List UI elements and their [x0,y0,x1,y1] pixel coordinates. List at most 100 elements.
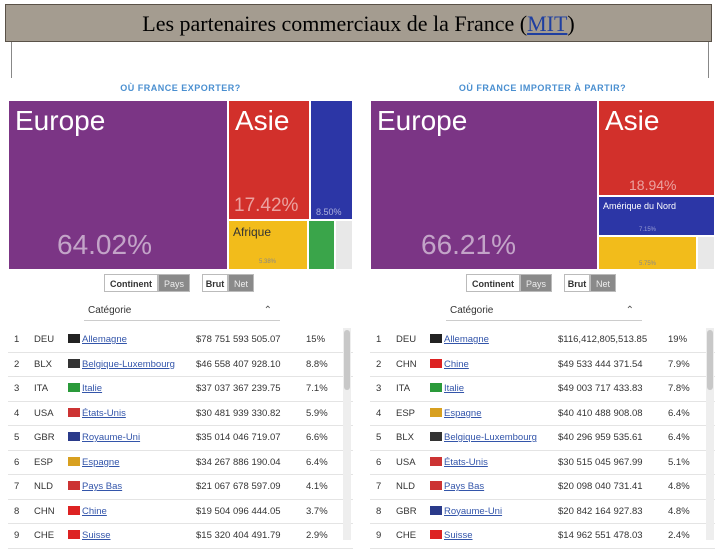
import-scrollbar[interactable] [706,328,714,540]
tile-north-america[interactable]: 8.50% [310,100,353,220]
trade-value-cell: $78 751 593 505.07 [196,334,281,345]
mit-link[interactable]: MIT [527,11,568,36]
country-name-link[interactable]: Suisse [82,530,111,541]
divider [708,42,709,78]
table-row[interactable]: 7 NLD Pays Bas $21 067 678 597.09 4.1% [8,475,353,500]
continent-toggle[interactable]: Continent [104,274,158,292]
country-name-link[interactable]: Belgique-Luxembourg [82,358,175,370]
country-name-link[interactable]: Chine [444,358,469,370]
table-row[interactable]: 9 CHE Suisse $14 962 551 478.03 2.4% [370,524,715,549]
trade-value-cell: $35 014 046 719.07 [196,432,281,443]
export-scrollbar[interactable] [343,328,351,540]
rank-cell: 1 [14,334,20,345]
share-cell: 2.9% [306,530,328,541]
tile-africa[interactable]: Afrique 5.38% [228,220,308,270]
share-cell: 2.4% [668,530,690,541]
country-code-cell: GBR [34,432,55,443]
rank-cell: 8 [14,505,20,517]
scroll-thumb[interactable] [707,330,713,390]
table-row[interactable]: 8 CHN Chine $19 504 096 444.05 3.7% [8,500,353,524]
table-row[interactable]: 8 GBR Royaume-Uni $20 842 164 927.83 4.8% [370,500,715,524]
country-name-link[interactable]: Italie [82,383,103,394]
tile-oceania[interactable] [697,236,715,270]
category-select[interactable]: Catégorie ⌃ [446,301,642,321]
trade-value-cell: $46 558 407 928.10 [196,358,281,370]
trade-value-cell: $14 962 551 478.03 [558,530,643,541]
country-name-link[interactable]: Belgique-Luxembourg [444,432,537,443]
tile-asia[interactable]: Asie 17.42% [228,100,310,220]
share-cell: 6.6% [306,432,328,443]
table-row[interactable]: 1 DEU Allemagne $78 751 593 505.07 15% [8,328,353,353]
tile-europe[interactable]: Europe 66.21% [370,100,598,270]
table-row[interactable]: 5 GBR Royaume-Uni $35 014 046 719.07 6.6% [8,426,353,451]
country-name-link[interactable]: Pays Bas [82,481,123,492]
table-row[interactable]: 5 BLX Belgique-Luxembourg $40 296 959 535.6… [370,426,715,451]
table-row[interactable]: 6 ESP Espagne $34 267 886 190.04 6.4% [8,451,353,475]
country-code-cell: NLD [34,481,54,492]
pays-toggle[interactable]: Pays [158,274,190,292]
share-cell: 4.8% [668,481,690,492]
trade-value-cell: $20 842 164 927.83 [558,505,643,517]
rank-cell: 6 [376,456,382,468]
country-code-cell: USA [396,456,416,468]
category-select[interactable]: Catégorie ⌃ [84,301,280,321]
flag-icon [430,456,442,466]
country-name-link[interactable]: Suisse [444,530,473,541]
tile-oceania[interactable] [335,220,353,270]
table-row[interactable]: 9 CHE Suisse $15 320 404 491.79 2.9% [8,524,353,549]
country-name-link[interactable]: États-Unis [82,407,126,419]
rank-cell: 9 [14,530,20,541]
tile-south-america[interactable] [308,220,335,270]
flag-icon [68,432,80,441]
table-row[interactable]: 1 DEU Allemagne $116,412,805,513.85 19% [370,328,715,353]
export-treemap: Europe 64.02% Asie 17.42% 8.50% Afrique … [8,100,353,270]
country-code-cell: NLD [396,481,416,492]
table-row[interactable]: 4 ESP Espagne $40 410 488 908.08 6.4% [370,402,715,426]
country-code-cell: ITA [396,383,411,394]
country-name-link[interactable]: Allemagne [82,334,127,345]
trade-value-cell: $49 533 444 371.54 [558,358,643,370]
export-panel: OÙ FRANCE EXPORTER? Europe 64.02% Asie 1… [8,78,353,549]
table-row[interactable]: 6 USA États-Unis $30 515 045 967.99 5.1% [370,451,715,475]
tile-europe[interactable]: Europe 64.02% [8,100,228,270]
flag-icon [68,358,80,368]
country-name-link[interactable]: Italie [444,383,465,394]
share-cell: 6.4% [668,432,690,443]
country-name-link[interactable]: Chine [82,505,107,517]
brut-toggle[interactable]: Brut [564,274,590,292]
rank-cell: 2 [14,358,20,370]
country-code-cell: CHE [396,530,417,541]
flag-icon [430,505,442,515]
flag-icon [430,432,442,441]
country-name-link[interactable]: Allemagne [444,334,489,345]
net-toggle[interactable]: Net [590,274,616,292]
table-row[interactable]: 3 ITA Italie $49 003 717 433.83 7.8% [370,377,715,402]
table-row[interactable]: 3 ITA Italie $37 037 367 239.75 7.1% [8,377,353,402]
rank-cell: 7 [376,481,382,492]
net-toggle[interactable]: Net [228,274,254,292]
country-name-link[interactable]: Pays Bas [444,481,485,492]
country-name-link[interactable]: Royaume-Uni [82,432,141,443]
flag-icon [68,456,80,466]
country-name-link[interactable]: Royaume-Uni [444,505,503,517]
share-cell: 7.1% [306,383,328,394]
tile-asia[interactable]: Asie 18.94% [598,100,715,196]
country-code-cell: DEU [34,334,55,345]
table-row[interactable]: 2 CHN Chine $49 533 444 371.54 7.9% [370,353,715,377]
country-name-link[interactable]: Espagne [82,456,120,468]
country-code-cell: CHE [34,530,55,541]
brut-toggle[interactable]: Brut [202,274,228,292]
table-row[interactable]: 2 BLX Belgique-Luxembourg $46 558 407 928.1… [8,353,353,377]
pays-toggle[interactable]: Pays [520,274,552,292]
table-row[interactable]: 7 NLD Pays Bas $20 098 040 731.41 4.8% [370,475,715,500]
tile-africa[interactable]: 5.75% [598,236,697,270]
divider [11,42,12,78]
continent-toggle[interactable]: Continent [466,274,520,292]
scroll-thumb[interactable] [344,330,350,390]
trade-value-cell: $37 037 367 239.75 [196,383,281,394]
country-name-link[interactable]: États-Unis [444,456,488,468]
tile-north-america[interactable]: Amérique du Nord 7.15% [598,196,715,236]
flag-icon [430,407,442,417]
table-row[interactable]: 4 USA États-Unis $30 481 939 330.82 5.9% [8,402,353,426]
country-name-link[interactable]: Espagne [444,407,482,419]
